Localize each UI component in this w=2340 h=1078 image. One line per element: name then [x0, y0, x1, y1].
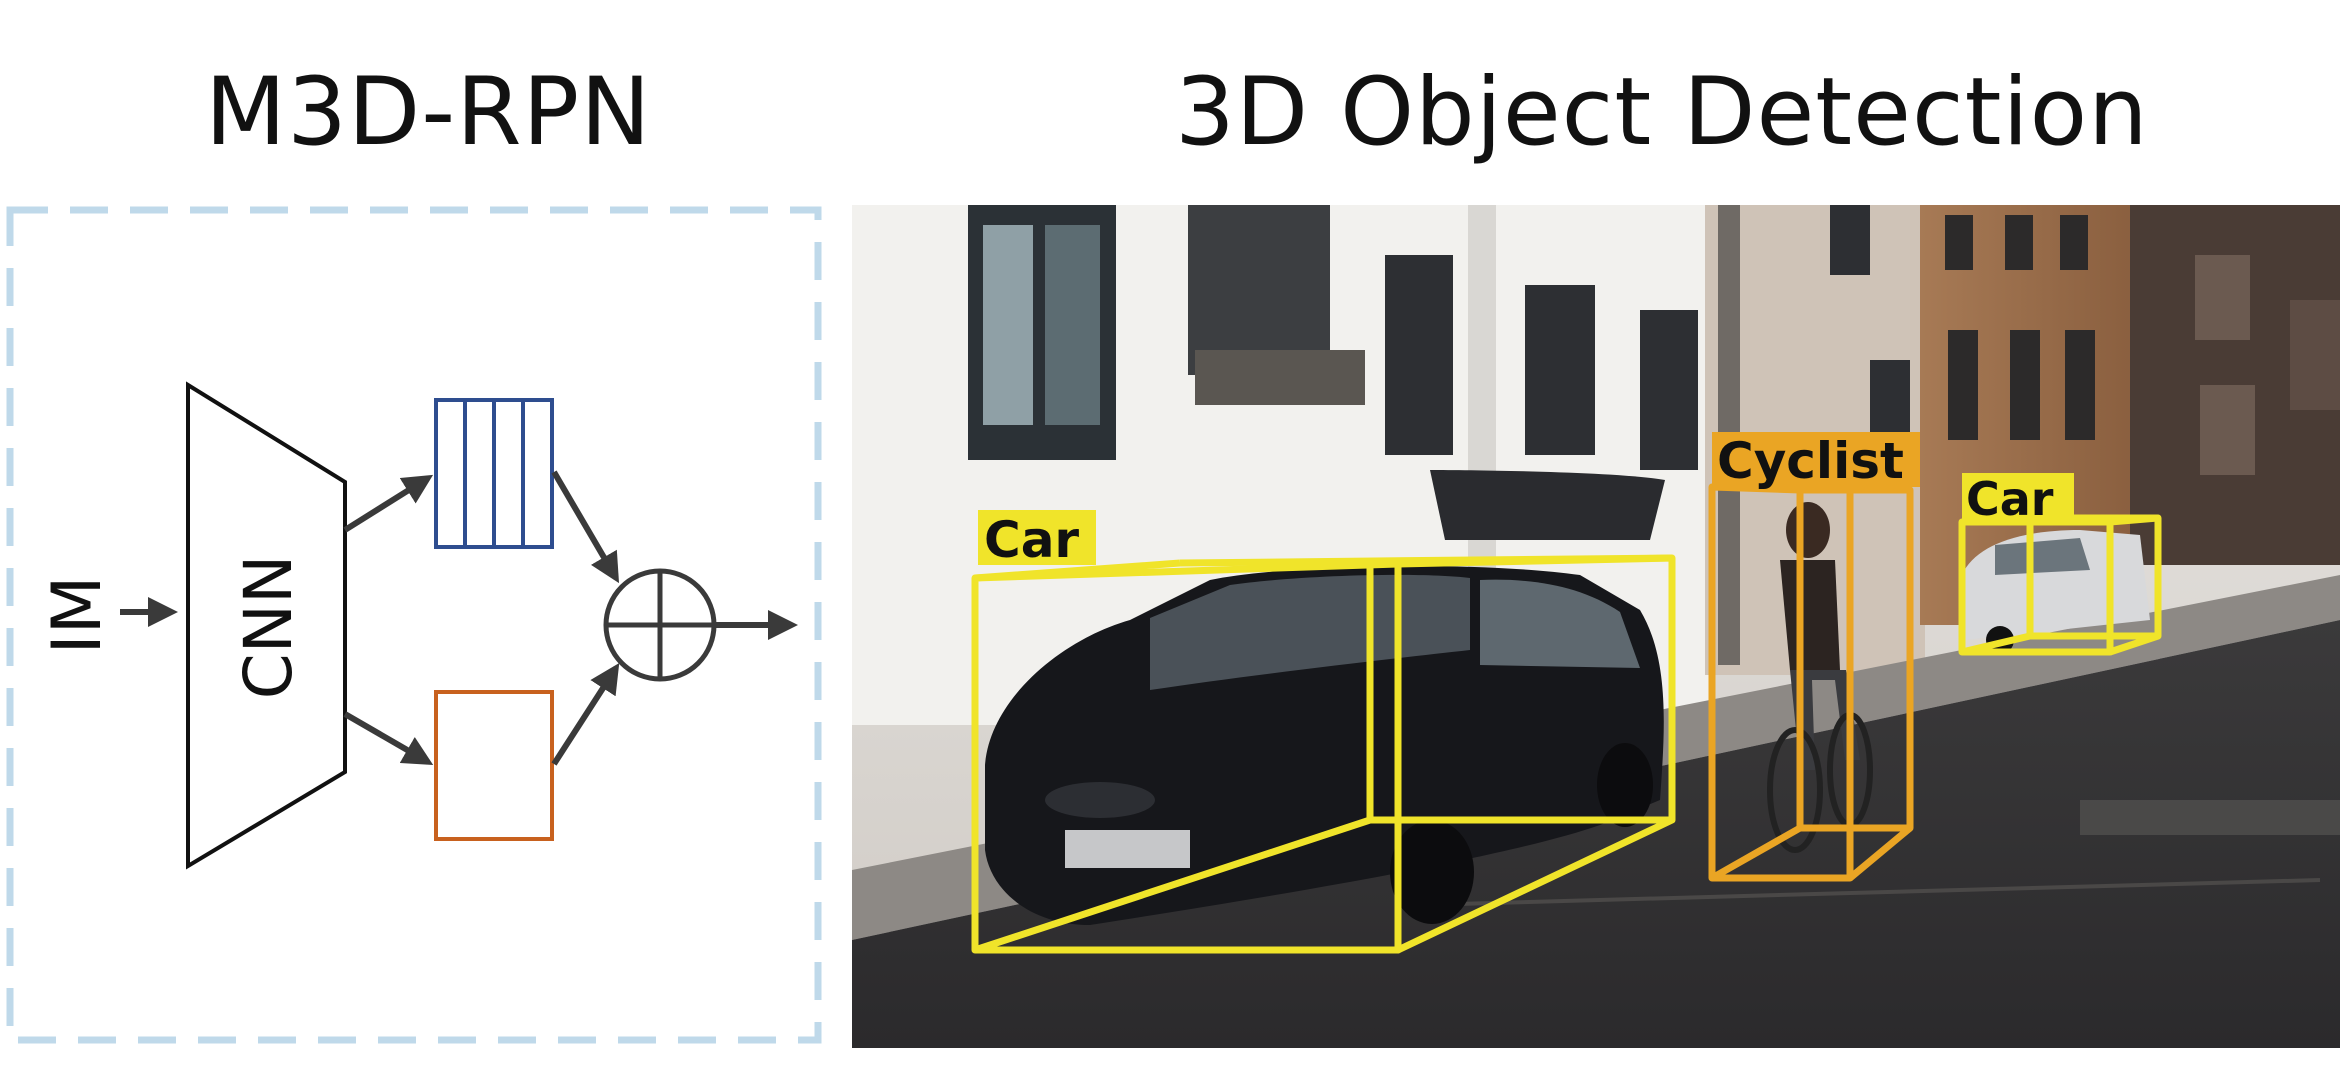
- dashed-border: [6, 206, 822, 1044]
- m3d-rpn-title: M3D-RPN: [205, 58, 652, 167]
- cnn-to-bottom-arrow: [343, 711, 434, 766]
- cnn-to-top-arrow: [343, 474, 434, 533]
- m3d-rpn-panel: IM CNN: [6, 206, 822, 1044]
- distant-car: [1962, 530, 2150, 654]
- car-box-1: [971, 554, 1676, 954]
- cyclist-label: Cyclist: [1717, 432, 1904, 490]
- building-windows: [968, 205, 1698, 655]
- input-label: IM: [38, 576, 117, 655]
- cnn-trapezoid: [186, 381, 347, 870]
- cnn-label: CNN: [230, 555, 307, 700]
- foreground-car: [985, 565, 1664, 925]
- detection-scene: Car Cyclist Car: [852, 205, 2340, 1048]
- top-to-sum-arrow: [551, 470, 620, 584]
- car-label-1-bg: [978, 510, 1096, 565]
- detection-title: 3D Object Detection: [1175, 58, 2149, 167]
- cyclist-label-bg: [1712, 432, 1920, 487]
- car-label-2: Car: [1966, 472, 2054, 526]
- car-label-1: Car: [984, 511, 1079, 569]
- road: [852, 620, 2340, 1048]
- blue-feature-map: [434, 398, 554, 549]
- bottom-to-sum-arrow: [551, 662, 620, 766]
- sum-operator-icon: [603, 568, 717, 682]
- car-label-2-bg: [1962, 473, 2074, 523]
- orange-feature-map: [434, 690, 554, 841]
